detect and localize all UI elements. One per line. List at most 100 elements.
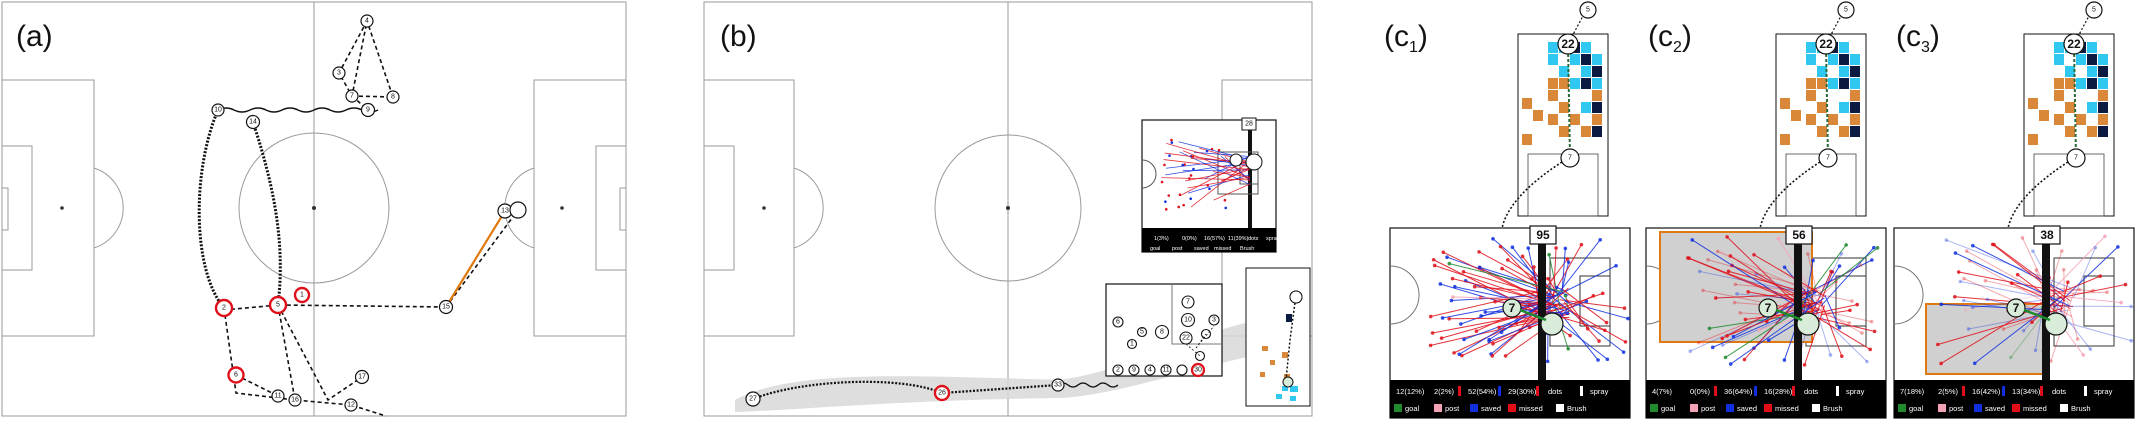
carry-arc-left-a (197, 109, 226, 309)
shot-dot (1500, 266, 1504, 271)
shot-ray (1807, 311, 1871, 350)
legend-stat: 12(12%) (1396, 387, 1425, 396)
panel-c3: (c3) 5 22 7 38 7 7(18%) 2(5%) 16(42%) 13(34%) dots… (1893, 1, 2135, 419)
shot-ray (1434, 264, 1558, 307)
pass-node: 8 (386, 90, 400, 104)
total-shots: 56 (1792, 228, 1806, 242)
cluster-zoom-b: 7 10 8 22 3 6 5 1 2 9 4 11 30 (1105, 283, 1223, 378)
shot-ray (1940, 293, 2056, 364)
legend-swatch (1470, 404, 1478, 412)
heat-cell (1806, 90, 1816, 101)
heat-cell (2087, 66, 2097, 77)
legend-stat: dots (2052, 387, 2066, 396)
shot-ray (1491, 287, 1569, 357)
shot-dot (2119, 300, 2123, 305)
shot-dot (1566, 346, 1570, 351)
legend-swatch (1556, 404, 1564, 412)
shot-ray (1451, 294, 1553, 302)
shot-dot (1605, 357, 1610, 362)
shot-dot (1477, 265, 1482, 270)
shot-dot (1526, 246, 1531, 250)
shot-dot (1860, 331, 1864, 335)
shot-dot (1168, 154, 1171, 157)
svg-text:1: 1 (1130, 341, 1134, 348)
heat-cell (1581, 126, 1591, 137)
shot-dot (1189, 174, 1193, 177)
shot-dot (1850, 299, 1854, 303)
shot-dot (1598, 237, 1603, 242)
shot-ray (1479, 266, 1569, 296)
svg-text:missed: missed (1214, 246, 1231, 252)
shot-dot (1840, 354, 1844, 359)
svg-text:11: 11 (1162, 367, 1169, 374)
shot-dot (1972, 361, 1977, 366)
shot-dot (1164, 208, 1168, 211)
shot-ray (1814, 271, 1833, 318)
shot-dot (1428, 343, 1433, 348)
shot-dot (1844, 243, 1848, 247)
legend-item: Brush (1823, 404, 1843, 413)
heat-cell (2098, 66, 2108, 77)
shot-dot (1757, 327, 1762, 332)
svg-text:8: 8 (1160, 329, 1164, 336)
pass-node: 11 (271, 389, 285, 403)
heat-cell (1559, 78, 1569, 89)
shot-node-lower: 7 (1818, 148, 1838, 168)
heat-cell (1581, 78, 1591, 89)
mini-total-count: 28 (1245, 121, 1253, 128)
shot-dot (1728, 254, 1733, 258)
heat-cell (2054, 114, 2064, 125)
shot-dot (1483, 310, 1488, 314)
shot-dot (1604, 320, 1609, 325)
legend-item: saved (1985, 404, 2005, 413)
legend-swatch (1434, 404, 1442, 412)
dribble-b (1057, 382, 1119, 388)
shot-dot (1961, 298, 1966, 303)
shot-dot (1707, 326, 1712, 331)
heat-cell (1850, 66, 1860, 77)
pass-node: 4 (360, 14, 374, 28)
legend-swatch (1690, 404, 1698, 412)
shot-ray (1551, 302, 1599, 361)
shot-dot (1563, 246, 1568, 251)
shot-ray (1563, 301, 1600, 342)
shot-ray (1800, 244, 1847, 307)
shot-dot (1962, 276, 1966, 281)
shot-dot (2105, 290, 2109, 295)
shot-ray (1163, 159, 1251, 171)
shot-dot (1565, 257, 1570, 261)
shot-dot (2061, 267, 2066, 272)
heat-cell (1592, 102, 1602, 113)
shot-dot (1183, 163, 1186, 166)
shot-dot (1163, 163, 1166, 167)
panel-label-c3: (c3) (1896, 20, 1940, 56)
shot-dot (1497, 325, 1501, 330)
shot-ray (2060, 282, 2069, 313)
shot-ray (1182, 169, 1251, 172)
legend-stat: 16(28%) (1764, 387, 1793, 396)
svg-text:5: 5 (276, 302, 280, 309)
svg-text:5: 5 (2092, 7, 2096, 14)
shot-dot (1706, 257, 1710, 262)
panel-b: 27 26 33 7 10 8 22 3 6 5 1 (703, 1, 1313, 417)
shot-dot (2030, 320, 2034, 325)
goal-keeper-node (2044, 312, 2068, 336)
shot-dot (2091, 288, 2095, 293)
shot-ray (1733, 290, 1819, 337)
shot-dot (2015, 272, 2020, 277)
legend-stat: dots (1548, 387, 1562, 396)
legend-swatch (1898, 404, 1906, 412)
svg-text:7: 7 (2074, 155, 2078, 162)
heatmap-c3: 5 22 7 (2006, 1, 2115, 247)
heat-cell (2065, 126, 2075, 137)
heat-cell (1839, 42, 1849, 53)
heat-cell (2087, 78, 2097, 89)
shot-dot (1430, 331, 1435, 335)
shot-dot (1447, 261, 1452, 266)
shot-dot (1990, 242, 1995, 247)
shot-dot (1696, 340, 1701, 345)
pass-node: 15 (438, 299, 454, 315)
svg-text:10: 10 (1184, 317, 1192, 324)
shot-ray (2055, 288, 2094, 292)
shot-dot (2093, 245, 2098, 250)
